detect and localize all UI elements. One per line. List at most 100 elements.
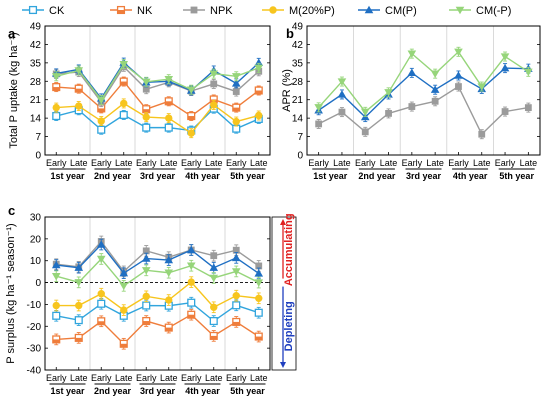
data-point	[74, 279, 84, 287]
y-tick-label: -40	[27, 366, 42, 377]
x-tick-label-early: Early	[495, 158, 516, 168]
legend-item-npk: NPK	[183, 5, 233, 17]
legend-item-cmnp: CM(-P)	[449, 5, 511, 17]
y-tick-label: 21	[292, 95, 304, 106]
data-point-fill	[142, 109, 150, 113]
x-tick-label-early: Early	[448, 158, 469, 168]
legend-item-cmp: CM(P)	[358, 5, 417, 17]
legend-marker	[28, 5, 38, 15]
data-point	[142, 247, 150, 255]
data-point	[96, 255, 106, 264]
data-point-fill	[75, 337, 83, 342]
x-tick-label-late: Late	[250, 158, 268, 168]
y-tick-label: 0	[297, 151, 303, 162]
legend-label: CK	[49, 5, 65, 17]
data-point	[142, 113, 150, 121]
x-tick-label-early: Early	[91, 373, 112, 383]
series-line	[56, 107, 260, 132]
data-point	[119, 268, 129, 277]
data-point	[254, 58, 264, 67]
data-point	[209, 70, 219, 78]
side-box	[271, 216, 297, 371]
data-point	[120, 99, 128, 108]
x-tick-label-late: Late	[426, 158, 444, 168]
data-point	[431, 97, 439, 105]
data-point	[74, 333, 83, 342]
data-point	[255, 111, 263, 120]
y-tick-label: 0	[35, 151, 41, 162]
y-axis-title: Total P uptake (kg ha⁻¹)	[8, 32, 20, 148]
data-point	[187, 278, 195, 286]
x-tick-label-late: Late	[115, 158, 133, 168]
data-point-fill	[165, 101, 173, 105]
y-tick-label: -30	[27, 344, 42, 355]
x-tick-label-early: Early	[181, 373, 202, 383]
data-point	[187, 129, 195, 137]
data-point	[187, 111, 196, 121]
data-point	[232, 103, 241, 112]
year-label: 2nd year	[94, 171, 132, 181]
data-point-fill	[165, 327, 173, 331]
data-point	[141, 267, 151, 275]
x-tick-label-late: Late	[520, 158, 538, 168]
data-point	[231, 73, 241, 81]
data-point-fill	[210, 335, 218, 340]
data-point	[455, 83, 462, 90]
data-point	[254, 279, 264, 287]
y-tick-label: 49	[30, 22, 42, 33]
data-point	[232, 117, 240, 126]
data-point-fill	[142, 321, 150, 325]
data-point	[524, 104, 532, 112]
legend-marker	[190, 6, 198, 14]
data-point	[232, 246, 240, 254]
data-point	[52, 103, 60, 112]
legend-marker	[116, 5, 126, 15]
data-point-fill	[232, 321, 240, 326]
data-point	[165, 114, 173, 122]
data-point-fill	[187, 314, 195, 319]
data-point-fill	[120, 81, 128, 85]
data-point	[142, 316, 151, 326]
x-tick-label-early: Early	[91, 158, 112, 168]
x-tick-label-late: Late	[160, 373, 178, 383]
series-mp	[52, 276, 263, 316]
data-point	[97, 317, 106, 326]
data-point	[119, 282, 129, 291]
data-point	[254, 269, 264, 277]
x-tick-label-early: Early	[226, 158, 247, 168]
legend-marker	[455, 6, 465, 15]
data-point	[142, 292, 150, 301]
data-point	[75, 301, 83, 310]
data-point	[187, 310, 196, 319]
data-point	[164, 97, 173, 106]
data-point	[119, 110, 128, 120]
series-line	[56, 102, 259, 135]
series-cmp	[314, 46, 533, 117]
data-point	[52, 301, 60, 310]
legend-marker	[269, 6, 277, 14]
data-point	[210, 80, 218, 88]
data-point	[338, 108, 346, 116]
data-point	[52, 311, 61, 320]
y-tick-label: 42	[292, 40, 304, 51]
data-point	[74, 263, 84, 271]
series-npk	[52, 61, 263, 108]
year-label: 4th year	[185, 386, 220, 396]
legend: CK NK NPK M(20%P) CM(P) CM(-P)	[22, 5, 511, 17]
legend-label: CM(P)	[385, 5, 417, 17]
x-tick-label-late: Late	[70, 158, 88, 168]
legend-item-m: M(20%P)	[262, 5, 335, 17]
data-point	[141, 254, 151, 262]
x-tick-label-early: Early	[136, 373, 157, 383]
year-label: 4th year	[185, 171, 220, 181]
data-point	[209, 316, 218, 326]
legend-marker	[364, 5, 374, 14]
data-point	[477, 83, 487, 91]
data-point	[232, 301, 241, 310]
data-point	[254, 332, 263, 341]
data-point	[407, 50, 417, 58]
data-point	[210, 252, 218, 260]
series-cmp	[51, 253, 264, 292]
